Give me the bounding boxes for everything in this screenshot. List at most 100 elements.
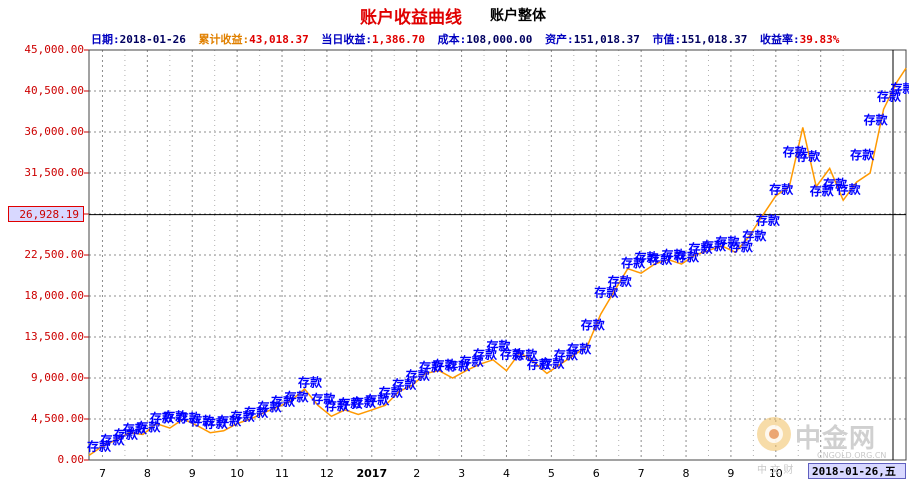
deposit-marker: 存款 bbox=[203, 416, 229, 431]
deposit-marker: 存款 bbox=[135, 419, 161, 434]
crosshair-x-date: 2018-01-26,五 bbox=[808, 463, 906, 479]
series-line-cumulative-profit bbox=[88, 67, 907, 457]
deposit-marker: 存款 bbox=[364, 392, 390, 407]
chart-subtitle: 账户整体 bbox=[490, 8, 546, 24]
deposit-marker: 存款 bbox=[741, 228, 767, 243]
deposit-marker: 存款 bbox=[257, 399, 283, 414]
deposit-marker: 存款 bbox=[755, 212, 781, 227]
y-tick-label: 31,500.00 bbox=[24, 166, 84, 179]
x-tick-label: 2 bbox=[413, 467, 421, 480]
y-tick-label: 13,500.00 bbox=[24, 330, 84, 343]
x-tick-label: 9 bbox=[188, 467, 196, 480]
deposit-marker: 存款 bbox=[189, 413, 215, 428]
x-tick-label: 9 bbox=[727, 467, 735, 480]
deposit-marker: 存款 bbox=[836, 181, 862, 196]
deposit-marker: 存款 bbox=[647, 252, 673, 267]
deposit-marker: 存款 bbox=[701, 238, 727, 253]
deposit-marker: 存款 bbox=[661, 247, 687, 262]
x-tick-label: 11 bbox=[275, 467, 290, 480]
info-date: 日期:2018-01-26 bbox=[91, 33, 186, 46]
deposit-marker: 存款 bbox=[243, 405, 269, 420]
deposit-markers: 存款存款存款存款存款存款存款存款存款存款存款存款存款存款存款存款存款存款存款存款… bbox=[86, 80, 909, 453]
y-tick-label: 36,000.00 bbox=[24, 125, 84, 138]
deposit-marker: 存款 bbox=[230, 408, 256, 423]
info-assets: 资产:151,018.37 bbox=[545, 33, 640, 46]
deposit-marker: 存款 bbox=[378, 385, 404, 400]
deposit-marker: 存款 bbox=[499, 346, 525, 361]
deposit-marker: 存款 bbox=[674, 249, 700, 264]
deposit-marker: 存款 bbox=[283, 389, 309, 404]
deposit-marker: 存款 bbox=[512, 347, 538, 362]
deposit-marker: 存款 bbox=[782, 144, 808, 159]
deposit-marker: 存款 bbox=[337, 396, 363, 411]
deposit-marker: 存款 bbox=[176, 410, 202, 425]
x-tick-label: 10 bbox=[230, 467, 245, 480]
y-tick-label: 22,500.00 bbox=[24, 248, 84, 261]
watermark-logo: 中金网 CNGOLD.ORG.CN 中 文 财 bbox=[755, 413, 905, 476]
crosshair-y-value: 26,928.19 bbox=[8, 206, 84, 222]
y-tick-label: 9,000.00 bbox=[31, 371, 84, 384]
y-tick-label: 45,000.00 bbox=[24, 43, 84, 56]
deposit-marker: 存款 bbox=[351, 395, 377, 410]
info-bar: 日期:2018-01-26 累计收益:43,018.37 当日收益:1,386.… bbox=[91, 31, 845, 47]
deposit-marker: 存款 bbox=[405, 367, 431, 382]
deposit-marker: 存款 bbox=[728, 239, 754, 254]
deposit-marker: 存款 bbox=[714, 234, 740, 249]
watermark-brand: 中金网 bbox=[795, 424, 877, 454]
y-tick-label: 4,500.00 bbox=[31, 412, 84, 425]
deposit-marker: 存款 bbox=[580, 317, 606, 332]
deposit-marker: 存款 bbox=[122, 421, 148, 436]
x-tick-label: 10 bbox=[768, 467, 783, 480]
info-return-rate: 收益率:39.83% bbox=[760, 33, 840, 46]
deposit-marker: 存款 bbox=[432, 357, 458, 372]
info-cumulative-profit: 累计收益:43,018.37 bbox=[198, 33, 309, 46]
chart-title: 账户收益曲线 bbox=[360, 8, 462, 28]
x-tick-label: 8 bbox=[682, 467, 690, 480]
deposit-marker: 存款 bbox=[149, 410, 175, 425]
deposit-marker: 存款 bbox=[391, 376, 417, 391]
deposit-marker: 存款 bbox=[822, 176, 848, 191]
deposit-marker: 存款 bbox=[607, 273, 633, 288]
deposit-marker: 存款 bbox=[876, 88, 902, 103]
deposit-marker: 存款 bbox=[324, 398, 350, 413]
deposit-marker: 存款 bbox=[486, 338, 512, 353]
deposit-marker: 存款 bbox=[310, 391, 336, 406]
deposit-marker: 存款 bbox=[99, 432, 125, 447]
watermark-tag: 中 文 财 bbox=[757, 465, 794, 476]
plot-frame bbox=[88, 49, 907, 461]
deposit-marker: 存款 bbox=[620, 255, 646, 270]
grid bbox=[84, 49, 906, 461]
deposit-marker: 存款 bbox=[113, 426, 139, 441]
deposit-marker: 存款 bbox=[566, 341, 592, 356]
deposit-marker: 存款 bbox=[795, 149, 821, 164]
deposit-marker: 存款 bbox=[849, 147, 875, 162]
deposit-marker: 存款 bbox=[553, 347, 579, 362]
info-market-value: 市值:151,018.37 bbox=[652, 33, 748, 46]
x-tick-label: 7 bbox=[637, 467, 645, 480]
deposit-marker: 存款 bbox=[526, 356, 552, 371]
deposit-marker: 存款 bbox=[539, 355, 565, 370]
y-tick-label: 0.00 bbox=[57, 453, 85, 466]
deposit-marker: 存款 bbox=[297, 375, 323, 390]
info-cost: 成本:108,000.00 bbox=[437, 33, 533, 46]
watermark-domain: CNGOLD.ORG.CN bbox=[817, 451, 887, 460]
x-tick-label: 5 bbox=[547, 467, 555, 480]
deposit-marker: 存款 bbox=[162, 408, 188, 423]
deposit-marker: 存款 bbox=[216, 413, 242, 428]
deposit-marker: 存款 bbox=[472, 346, 498, 361]
deposit-marker: 存款 bbox=[863, 112, 889, 127]
x-tick-label: 3 bbox=[458, 467, 466, 480]
x-tick-label: 8 bbox=[143, 467, 151, 480]
y-tick-label: 40,500.00 bbox=[24, 84, 84, 97]
deposit-marker: 存款 bbox=[768, 181, 794, 196]
deposit-marker: 存款 bbox=[418, 359, 444, 374]
deposit-marker: 存款 bbox=[270, 394, 296, 409]
deposit-marker: 存款 bbox=[445, 358, 471, 373]
cngold-logo-icon bbox=[757, 417, 791, 451]
x-tick-label: 12 bbox=[319, 467, 334, 480]
deposit-marker: 存款 bbox=[809, 183, 835, 198]
x-tick-label: 6 bbox=[592, 467, 600, 480]
deposit-marker: 存款 bbox=[890, 80, 909, 95]
x-tick-label: 4 bbox=[502, 467, 510, 480]
